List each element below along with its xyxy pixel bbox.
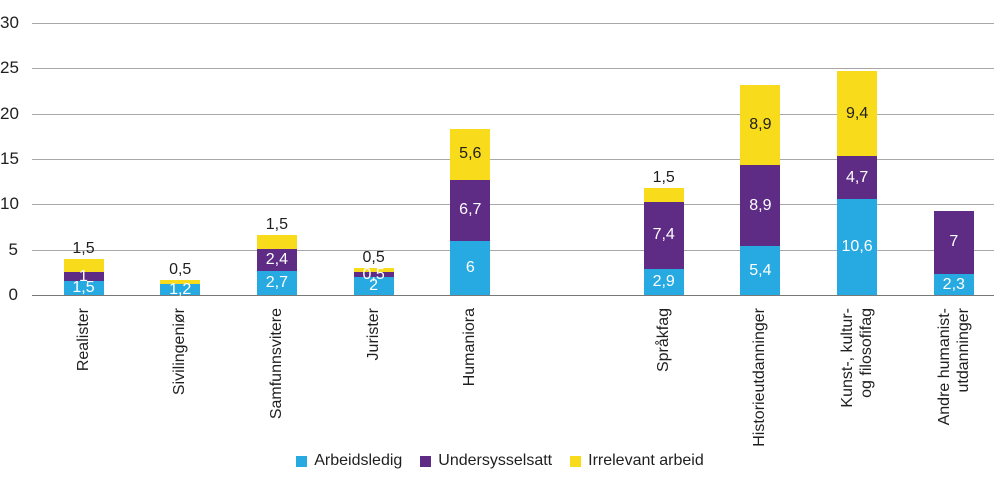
bar-stack: 1,5 1 1,5 [63, 239, 104, 296]
x-axis-label: Jurister [364, 308, 384, 458]
bar-segment-arbeidsledig: 6 [450, 240, 491, 295]
bar-segment-irrelevant-arbeid [353, 267, 394, 273]
y-axis-tick-label: 15 [0, 149, 19, 168]
x-axis-label-line: Andre humanist- [935, 308, 953, 426]
x-axis-label-line: Språkfag [654, 308, 672, 373]
x-axis-label-line: Realister [74, 308, 92, 372]
bar-segment-arbeidsledig: 2,3 [933, 274, 974, 295]
bar-segment-irrelevant-arbeid [643, 188, 684, 202]
bar-segment-arbeidsledig: 2,9 [643, 268, 684, 295]
legend-item-undersysselsatt: Undersysselsatt [420, 452, 552, 470]
bar-value-label-above: 0,5 [169, 260, 192, 278]
bar-stack: 0,5 1,2 [160, 260, 201, 298]
bar-segment-irrelevant-arbeid [63, 258, 104, 273]
bar-segment-arbeidsledig: 1,5 [63, 279, 104, 296]
bar-segment-undersysselsatt: 4,7 [837, 156, 878, 199]
bar-segment-arbeidsledig: 1,2 [160, 281, 201, 298]
bar-stack: 7 2,3 [933, 210, 974, 295]
bar-segment-arbeidsledig: 5,4 [740, 246, 781, 295]
legend-swatch-irrelevant-arbeid [570, 455, 582, 467]
bar-segment-arbeidsledig: 10,6 [837, 198, 878, 295]
bar-segment-irrelevant-arbeid [160, 279, 201, 285]
legend-swatch-undersysselsatt [420, 455, 432, 467]
x-axis-label-line: Humaniora [461, 308, 479, 387]
x-axis-label: Humaniora [460, 308, 480, 458]
x-axis-label: Realister [74, 308, 94, 458]
gridline [32, 159, 994, 160]
x-axis-label-line: Sivilingeniør [171, 308, 189, 396]
x-axis-label: Samfunnsvitere [267, 308, 287, 458]
bar-segment-undersysselsatt: 1 [63, 268, 104, 285]
bar-value-label-above: 1,5 [265, 216, 289, 234]
y-axis-tick-label: 0 [8, 285, 18, 304]
gridline [32, 249, 994, 251]
bar-value-label-above: 1,5 [652, 169, 675, 187]
bar-segment-undersysselsatt: 7 [933, 210, 974, 275]
bar-segment-undersysselsatt: 8,9 [740, 165, 781, 247]
bar-segment-undersysselsatt: 0,5 [353, 266, 394, 283]
bar-segment-undersysselsatt: 2,4 [256, 248, 297, 271]
bar-segment-irrelevant-arbeid: 9,4 [837, 71, 878, 157]
y-axis-tick-label: 10 [0, 194, 19, 214]
x-axis-label: Språkfag [654, 308, 674, 458]
x-axis-label: Kunst-, kultur-og filosofifag [838, 308, 876, 458]
x-axis-label-line: Samfunnsvitere [267, 308, 285, 420]
gridline [32, 295, 994, 296]
legend-label-undersysselsatt: Undersysselsatt [438, 452, 553, 469]
bar-stack: 1,5 7,4 2,9 [643, 169, 684, 295]
y-axis-tick-label: 20 [0, 103, 19, 123]
bar-stack: 5,6 6,7 6 [450, 129, 491, 295]
bar-stack: 8,9 8,9 5,4 [740, 84, 781, 295]
x-axis-label: Historieutdanninger [750, 308, 770, 458]
legend-item-irrelevant-arbeid: Irrelevant arbeid [570, 452, 704, 470]
x-axis-label-line: Kunst-, kultur- [839, 308, 857, 408]
legend-swatch-arbeidsledig [296, 455, 308, 467]
x-axis-label-line: Historieutdanninger [751, 308, 769, 447]
bar-stack: 9,4 4,7 10,6 [837, 71, 878, 295]
x-axis-label: Sivilingeniør [170, 308, 190, 458]
bar-segment-undersysselsatt: 7,4 [643, 201, 684, 269]
gridline [32, 68, 994, 70]
bar-segment-irrelevant-arbeid: 5,6 [450, 129, 491, 180]
bar-segment-undersysselsatt: 6,7 [450, 179, 491, 241]
y-axis-tick-label: 30 [0, 13, 19, 32]
gridline [32, 23, 994, 24]
y-axis-tick-label: 25 [0, 58, 19, 78]
x-axis-label-line: og filosofifag [858, 308, 876, 398]
bar-stack: 1,5 2,4 2,7 [256, 216, 297, 295]
bar-value-label-above: 0,5 [362, 248, 385, 266]
y-axis-tick-label: 5 [8, 239, 18, 259]
bar-segment-arbeidsledig: 2 [353, 276, 394, 295]
legend-label-irrelevant-arbeid: Irrelevant arbeid [588, 452, 704, 469]
bar-value-label-above: 1,5 [72, 239, 95, 257]
bar-stack: 0,5 0,5 2 [353, 248, 394, 295]
legend-label-arbeidsledig: Arbeidsledig [314, 452, 403, 469]
x-axis-label-line: Jurister [364, 308, 382, 361]
chart-legend: Arbeidsledig Undersysselsatt Irrelevant … [0, 452, 1000, 470]
x-axis-label: Andre humanist-utdanninger [935, 308, 973, 458]
gridline [32, 204, 994, 206]
bar-segment-arbeidsledig: 2,7 [256, 270, 297, 295]
x-axis-label-line: utdanninger [954, 308, 972, 393]
bar-segment-irrelevant-arbeid: 8,9 [740, 84, 781, 166]
bar-segment-irrelevant-arbeid [256, 235, 297, 249]
legend-item-arbeidsledig: Arbeidsledig [296, 452, 402, 470]
gridline [32, 113, 994, 115]
